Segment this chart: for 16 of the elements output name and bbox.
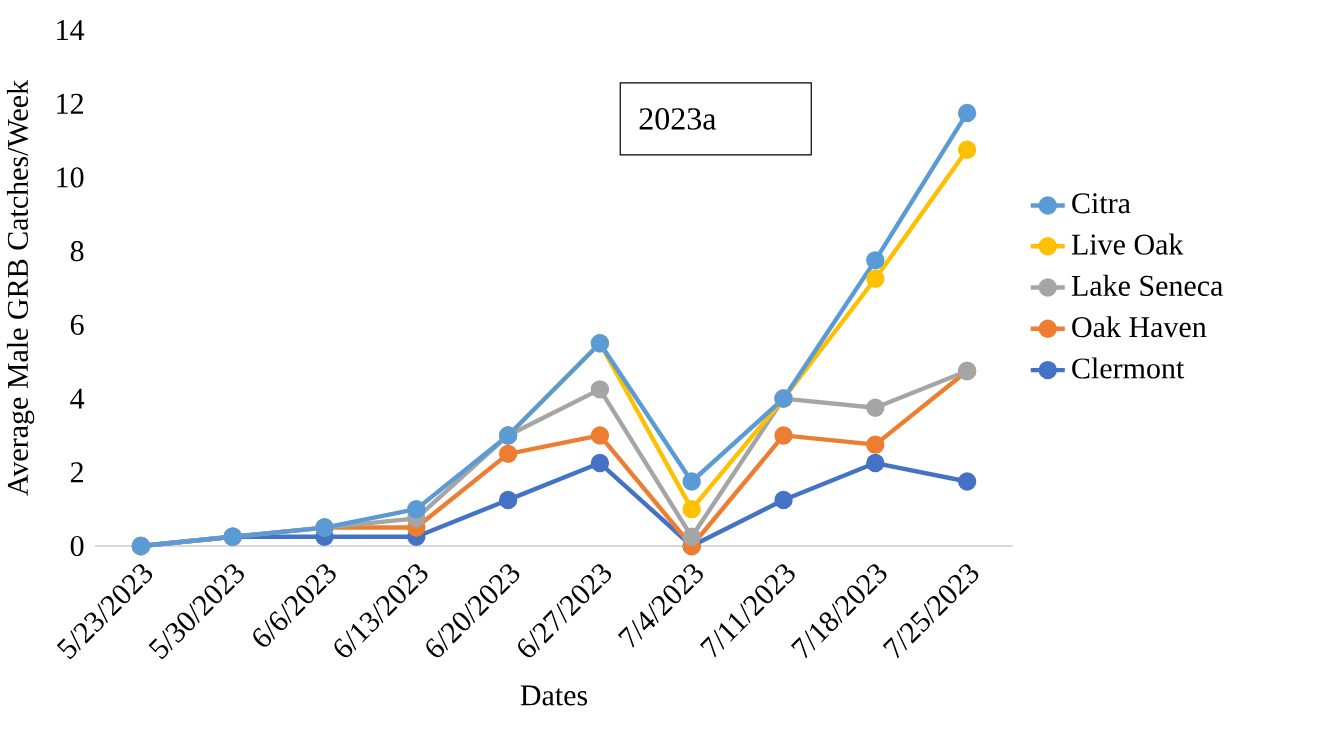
legend-label: Citra <box>1072 193 1131 214</box>
y-tick-label: 8 <box>70 241 84 262</box>
y-tick-label: 2 <box>70 462 83 483</box>
legend-label: Clermont <box>1072 357 1185 379</box>
y-tick-label: 12 <box>57 93 83 114</box>
y-tick-label: 14 <box>57 20 85 40</box>
y-tick-label: 4 <box>70 388 85 409</box>
legend-label: Live Oak <box>1071 233 1184 255</box>
x-axis-title: Dates <box>520 685 588 706</box>
y-tick-label: 6 <box>70 314 84 335</box>
annotation: 2023a <box>639 108 717 130</box>
y-tick-label: 10 <box>57 167 84 188</box>
legend-label: Oak Haven <box>1072 316 1207 338</box>
legend-label: Lake Seneca <box>1071 274 1223 296</box>
y-tick-label: 0 <box>70 535 84 557</box>
y-axis-title: Average Male GRB Catches/Week <box>6 79 35 496</box>
